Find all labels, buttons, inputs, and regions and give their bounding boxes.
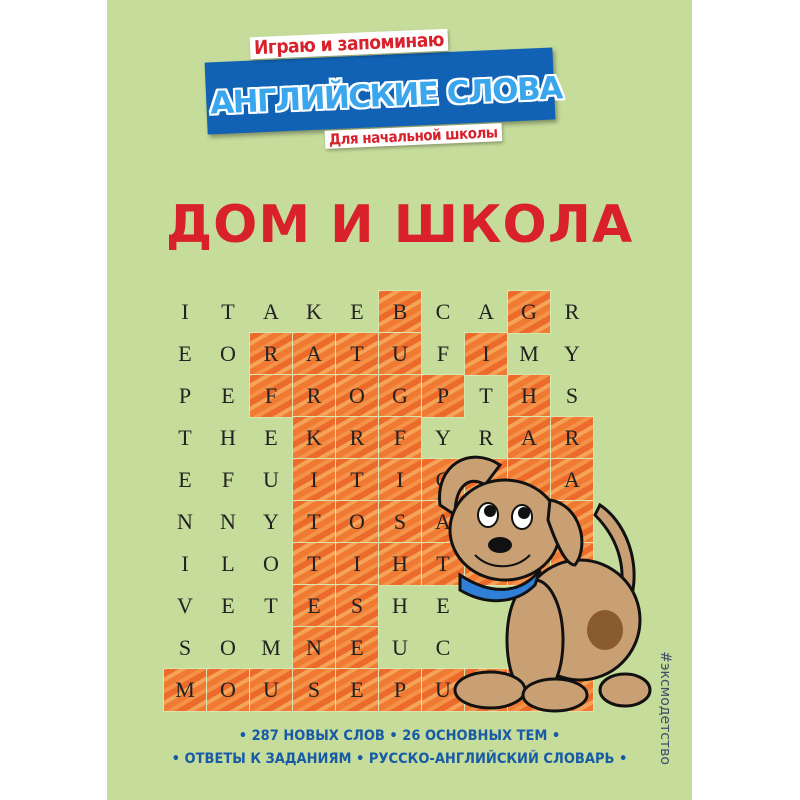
grid-cell: N — [177, 509, 193, 534]
grid-cell: O — [263, 551, 279, 576]
grid-cell: E — [264, 425, 278, 450]
publisher-hashtag: #эксмодетство — [657, 651, 673, 765]
dog-ear-left — [438, 455, 503, 518]
grid-cell: U — [249, 668, 293, 712]
grid-cell: Y — [435, 425, 451, 450]
grid-cell: E — [335, 626, 379, 670]
grid-cell: S — [178, 635, 192, 660]
grid-cell: F — [378, 416, 422, 460]
grid-cell: A — [478, 299, 494, 324]
grid-cell: N — [292, 626, 336, 670]
grid-cell: E — [335, 668, 379, 712]
grid-cell: H — [507, 374, 551, 418]
grid-cell: H — [392, 593, 408, 618]
grid-cell: S — [565, 383, 579, 408]
grid-cell: G — [507, 290, 551, 334]
book-title: ДОМ И ШКОЛА — [165, 195, 634, 255]
grid-cell: E — [292, 584, 336, 628]
grid-cell: T — [479, 383, 493, 408]
grid-cell: U — [378, 332, 422, 376]
grid-cell: R — [478, 425, 494, 450]
grid-cell: I — [378, 458, 422, 502]
grid-cell: Y — [263, 509, 279, 534]
grid-cell: T — [292, 500, 336, 544]
grid-cell: O — [335, 500, 379, 544]
grid-cell: F — [249, 374, 293, 418]
grid-cell: K — [292, 416, 336, 460]
grid-cell: R — [550, 416, 594, 460]
grid-cell: E — [178, 341, 192, 366]
grid-cell: E — [221, 383, 235, 408]
grid-cell: T — [335, 332, 379, 376]
dog-nose — [488, 537, 512, 553]
grid-cell: T — [178, 425, 192, 450]
grid-cell: I — [181, 299, 189, 324]
grid-cell: U — [421, 668, 465, 712]
grid-cell: E — [436, 593, 450, 618]
grid-cell: Y — [564, 341, 580, 366]
grid-cell: R — [292, 374, 336, 418]
grid-cell: I — [335, 542, 379, 586]
grid-cell: K — [306, 299, 322, 324]
dog-ear-right — [546, 498, 584, 567]
grid-cell: P — [421, 374, 465, 418]
grid-cell: T — [221, 299, 235, 324]
grid-cell: S — [378, 500, 422, 544]
grid-cell: I — [464, 332, 508, 376]
grid-cell: R — [249, 332, 293, 376]
grid-cell: H — [378, 542, 422, 586]
feature-list-line-1: • 287 НОВЫХ СЛОВ • 26 ОСНОВНЫХ ТЕМ • — [238, 728, 561, 744]
grid-cell: F — [221, 467, 235, 492]
grid-cell: T — [264, 593, 278, 618]
grid-cell: M — [519, 341, 539, 366]
grid-cell: O — [206, 668, 250, 712]
grid-cell: O — [220, 341, 236, 366]
grid-cell: T — [335, 458, 379, 502]
grid-cell: A — [263, 299, 279, 324]
grid-cell: H — [220, 425, 236, 450]
grid-cell: M — [261, 635, 281, 660]
grid-cell: P — [378, 668, 422, 712]
grid-cell: A — [507, 416, 551, 460]
grid-cell: V — [177, 593, 193, 618]
grid-cell: U — [263, 467, 279, 492]
grid-cell: A — [550, 458, 594, 502]
grid-cell: P — [178, 383, 192, 408]
dog-head — [448, 478, 562, 582]
feature-list-line-2: • ОТВЕТЫ К ЗАДАНИЯМ • РУССКО-АНГЛИЙСКИЙ … — [171, 751, 628, 767]
grid-cell: S — [292, 668, 336, 712]
grid-cell: F — [436, 341, 450, 366]
grid-cell: C — [435, 299, 451, 324]
grid-cell: E — [350, 299, 364, 324]
grid-cell: C — [435, 635, 451, 660]
grid-cell: N — [220, 509, 236, 534]
grid-cell: G — [378, 374, 422, 418]
grid-cell: O — [335, 374, 379, 418]
grid-cell: O — [220, 635, 236, 660]
grid-cell: U — [392, 635, 408, 660]
grid-cell: E — [178, 467, 192, 492]
grid-cell: R — [564, 299, 580, 324]
grid-cell: L — [221, 551, 235, 576]
grid-cell: B — [378, 290, 422, 334]
grid-cell: S — [335, 584, 379, 628]
grid-cell: T — [292, 542, 336, 586]
grid-cell: A — [292, 332, 336, 376]
grid-cell: R — [335, 416, 379, 460]
grid-cell: I — [181, 551, 189, 576]
grid-cell: M — [163, 668, 207, 712]
dog-illustration — [438, 455, 652, 713]
grid-cell: T — [421, 542, 465, 586]
grid-cell: I — [292, 458, 336, 502]
grid-cell: E — [221, 593, 235, 618]
